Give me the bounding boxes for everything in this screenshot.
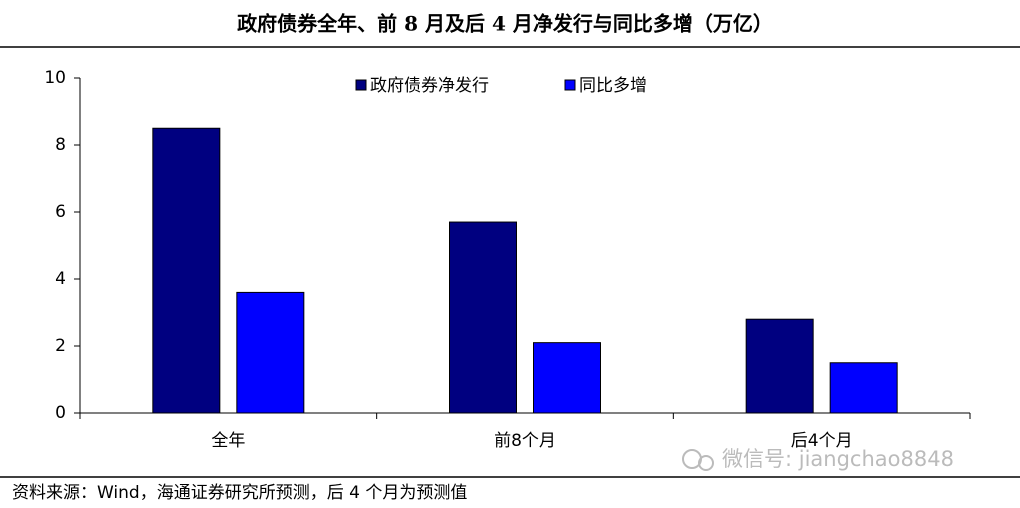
bar xyxy=(533,342,601,414)
x-tick-label: 后4个月 xyxy=(791,431,853,451)
bar xyxy=(152,127,221,414)
watermark-icon xyxy=(682,449,702,469)
chart-title: 政府债券全年、前 8 月及后 4 月净发行与同比多增（万亿） xyxy=(237,12,773,36)
watermark: 微信号: jiangchao8848 xyxy=(722,447,954,471)
bar xyxy=(829,362,898,414)
bar xyxy=(449,221,517,414)
y-tick-label: 8 xyxy=(55,135,66,155)
x-tick-label: 前8个月 xyxy=(494,431,556,451)
bar xyxy=(236,291,305,414)
legend-label: 政府债券净发行 xyxy=(370,76,489,96)
watermark-icon xyxy=(698,455,714,471)
y-tick-label: 0 xyxy=(55,403,66,423)
y-tick-label: 2 xyxy=(55,336,66,356)
bar xyxy=(745,318,814,414)
legend-label: 同比多增 xyxy=(579,76,647,96)
source-note: 资料来源：Wind，海通证券研究所预测，后 4 个月为预测值 xyxy=(12,483,467,503)
y-tick-label: 6 xyxy=(55,202,66,222)
y-tick-label: 4 xyxy=(55,269,66,289)
y-tick-label: 10 xyxy=(44,68,66,88)
x-tick-label: 全年 xyxy=(211,431,245,451)
legend-swatch xyxy=(355,79,367,91)
legend-swatch xyxy=(564,79,576,91)
